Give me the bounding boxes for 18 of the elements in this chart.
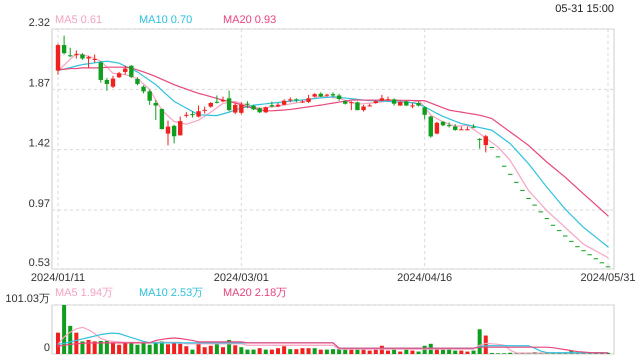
text: MA20 2.18万 [223,287,288,299]
x-tick-label: 2024/01/11 [30,272,86,284]
y-tick-label: 2.32 [28,17,50,29]
text: 05-31 15:00 [555,3,614,15]
x-tick-label: 2024/03/01 [214,272,269,284]
text: MA10 2.53万 [139,287,204,299]
y-tick-label: 1.87 [28,77,50,90]
y-tick-label: 101.03万 [5,293,50,305]
text: MA5 1.94万 [55,287,114,299]
y-tick-label: 0.97 [28,198,50,210]
text: MA10 0.70 [139,14,192,26]
x-tick-label: 2024/05/31 [580,272,636,284]
text: MA20 0.93 [223,14,276,26]
y-tick-label: 1.42 [28,138,50,150]
x-tick-label: 2024/04/16 [397,272,452,284]
y-tick-label: 0.53 [28,257,50,269]
y-tick-label: 0 [44,342,50,354]
text: MA5 0.61 [55,14,102,26]
